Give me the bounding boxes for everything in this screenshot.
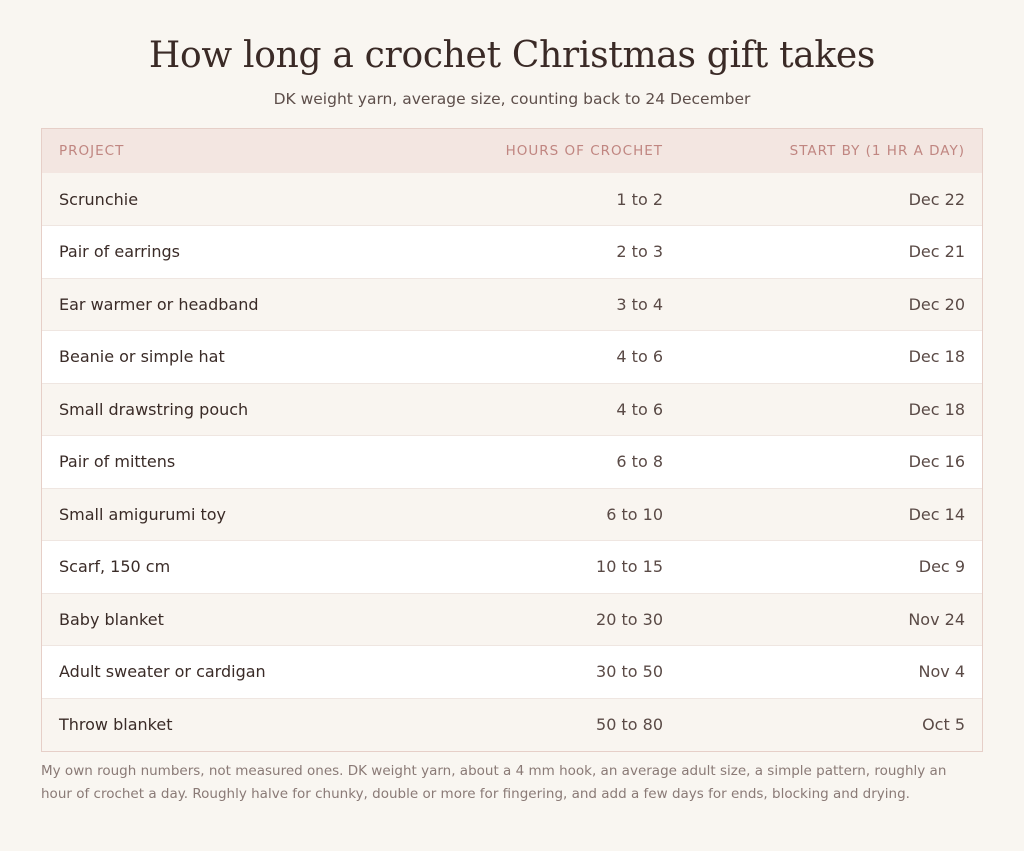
table-row: Adult sweater or cardigan 30 to 50 Nov 4 xyxy=(42,645,982,698)
table-row: Scarf, 150 cm 10 to 15 Dec 9 xyxy=(42,540,982,593)
cell-start-by: Dec 18 xyxy=(908,399,965,419)
table-row: Throw blanket 50 to 80 Oct 5 xyxy=(42,698,982,751)
table-row: Beanie or simple hat 4 to 6 Dec 18 xyxy=(42,330,982,383)
column-header-project: PROJECT xyxy=(59,143,125,159)
column-header-start-by: START BY (1 HR A DAY) xyxy=(789,143,965,159)
cell-hours: 6 to 8 xyxy=(616,452,663,472)
cell-project: Scarf, 150 cm xyxy=(59,557,171,577)
cell-project: Pair of mittens xyxy=(59,452,176,472)
cell-project: Small amigurumi toy xyxy=(59,504,227,524)
cell-start-by: Nov 4 xyxy=(918,662,966,682)
table-row: Pair of mittens 6 to 8 Dec 16 xyxy=(42,435,982,488)
cell-start-by: Nov 24 xyxy=(908,609,965,629)
cell-hours: 2 to 3 xyxy=(616,242,663,262)
cell-hours: 20 to 30 xyxy=(596,609,663,629)
cell-start-by: Dec 16 xyxy=(908,452,965,472)
footnote: My own rough numbers, not measured ones.… xyxy=(41,763,947,802)
table-header: PROJECT HOURS OF CROCHET START BY (1 HR … xyxy=(42,129,982,173)
cell-start-by: Dec 21 xyxy=(908,242,965,262)
cell-hours: 4 to 6 xyxy=(616,347,663,367)
cell-start-by: Dec 14 xyxy=(908,504,965,524)
table-header-row: PROJECT HOURS OF CROCHET START BY (1 HR … xyxy=(42,129,982,173)
cell-hours: 1 to 2 xyxy=(616,189,663,209)
cell-project: Scrunchie xyxy=(59,189,139,209)
cell-project: Adult sweater or cardigan xyxy=(59,662,266,682)
cell-start-by: Dec 18 xyxy=(908,347,965,367)
table-row: Small drawstring pouch 4 to 6 Dec 18 xyxy=(42,383,982,436)
page-subtitle: DK weight yarn, average size, counting b… xyxy=(273,90,751,108)
cell-project: Ear warmer or headband xyxy=(59,294,259,314)
cell-project: Throw blanket xyxy=(59,715,173,734)
page-title: How long a crochet Christmas gift takes xyxy=(148,35,876,76)
cell-start-by: Oct 5 xyxy=(922,715,965,734)
cell-hours: 3 to 4 xyxy=(616,294,663,314)
cell-hours: 50 to 80 xyxy=(596,715,663,734)
cell-start-by: Dec 20 xyxy=(908,294,965,314)
cell-project: Pair of earrings xyxy=(59,242,180,262)
table-row: Small amigurumi toy 6 to 10 Dec 14 xyxy=(42,488,982,541)
gift-time-table: PROJECT HOURS OF CROCHET START BY (1 HR … xyxy=(41,128,983,752)
table-body: Scrunchie 1 to 2 Dec 22 Pair of earrings… xyxy=(42,173,982,751)
cell-start-by: Dec 22 xyxy=(908,189,965,209)
page: How long a crochet Christmas gift takes … xyxy=(41,0,983,802)
table-row: Baby blanket 20 to 30 Nov 24 xyxy=(42,593,982,646)
cell-project: Baby blanket xyxy=(59,609,164,629)
cell-project: Beanie or simple hat xyxy=(59,347,225,367)
cell-hours: 30 to 50 xyxy=(596,662,663,682)
cell-hours: 6 to 10 xyxy=(606,504,663,524)
column-header-hours: HOURS OF CROCHET xyxy=(505,143,663,159)
table: PROJECT HOURS OF CROCHET START BY (1 HR … xyxy=(42,129,982,751)
table-row: Ear warmer or headband 3 to 4 Dec 20 xyxy=(42,278,982,331)
table-row: Scrunchie 1 to 2 Dec 22 xyxy=(42,173,982,226)
cell-hours: 4 to 6 xyxy=(616,399,663,419)
cell-start-by: Dec 9 xyxy=(918,557,965,577)
table-row: Pair of earrings 2 to 3 Dec 21 xyxy=(42,225,982,278)
cell-hours: 10 to 15 xyxy=(596,557,663,577)
cell-project: Small drawstring pouch xyxy=(59,399,249,419)
